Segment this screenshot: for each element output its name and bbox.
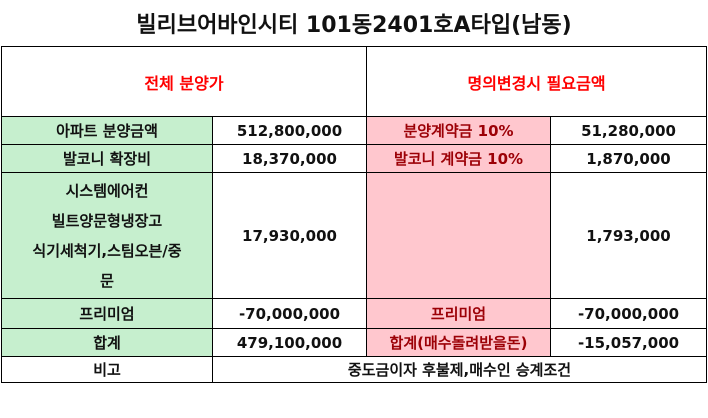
- balcony-deposit-value[interactable]: 1,870,000: [550, 144, 708, 173]
- contract-deposit-value[interactable]: 51,280,000: [550, 116, 708, 145]
- options-empty-cell[interactable]: [366, 172, 552, 299]
- price-table: 전체 분양가 명의변경시 필요금액 아파트 분양금액 512,800,000 분…: [0, 46, 708, 383]
- premium-right-value[interactable]: -70,000,000: [550, 298, 708, 329]
- total-label[interactable]: 합계: [1, 328, 213, 357]
- total-value[interactable]: 479,100,000: [211, 328, 368, 357]
- table-row: 발코니 확장비 18,370,000 발코니 계약금 10% 1,870,000: [1, 144, 708, 173]
- note-label[interactable]: 비고: [1, 356, 213, 383]
- table-row: 비고 중도금이자 후불제,매수인 승계조건: [1, 356, 708, 383]
- options-label[interactable]: 시스템에어컨 빌트양문형냉장고 식기세척기,스팀오븐/중 문: [1, 172, 213, 299]
- table-row: 아파트 분양금액 512,800,000 분양계약금 10% 51,280,00…: [1, 116, 708, 145]
- balcony-deposit-label[interactable]: 발코니 계약금 10%: [366, 144, 552, 173]
- table-row: 합계 479,100,000 합계(매수돌려받을돈) -15,057,000: [1, 328, 708, 357]
- contract-deposit-label[interactable]: 분양계약금 10%: [366, 116, 552, 145]
- options-label-line: 빌트양문형냉장고: [51, 211, 163, 230]
- total-right-label[interactable]: 합계(매수돌려받을돈): [366, 328, 552, 357]
- options-deposit-value[interactable]: 1,793,000: [550, 172, 708, 299]
- header-transfer-amount[interactable]: 명의변경시 필요금액: [366, 46, 708, 117]
- premium-label[interactable]: 프리미엄: [1, 298, 213, 329]
- header-row: 전체 분양가 명의변경시 필요금액: [0, 46, 708, 117]
- note-value[interactable]: 중도금이자 후불제,매수인 승계조건: [211, 356, 708, 383]
- apt-price-label[interactable]: 아파트 분양금액: [1, 116, 213, 145]
- options-label-line: 문: [100, 271, 114, 290]
- premium-right-label[interactable]: 프리미엄: [366, 298, 552, 329]
- options-value[interactable]: 17,930,000: [211, 172, 368, 299]
- table-row: 프리미엄 -70,000,000 프리미엄 -70,000,000: [1, 298, 708, 329]
- table-row: 시스템에어컨 빌트양문형냉장고 식기세척기,스팀오븐/중 문 17,930,00…: [1, 172, 708, 299]
- options-label-line: 식기세척기,스팀오븐/중: [32, 241, 182, 260]
- apt-price-value[interactable]: 512,800,000: [211, 116, 368, 145]
- header-total-price[interactable]: 전체 분양가: [0, 46, 368, 117]
- total-right-value[interactable]: -15,057,000: [550, 328, 708, 357]
- page-title: 빌리브어바인시티 101동2401호A타입(남동): [136, 13, 572, 38]
- options-label-line: 시스템에어컨: [65, 181, 149, 200]
- balcony-value[interactable]: 18,370,000: [211, 144, 368, 173]
- balcony-label[interactable]: 발코니 확장비: [1, 144, 213, 173]
- premium-value[interactable]: -70,000,000: [211, 298, 368, 329]
